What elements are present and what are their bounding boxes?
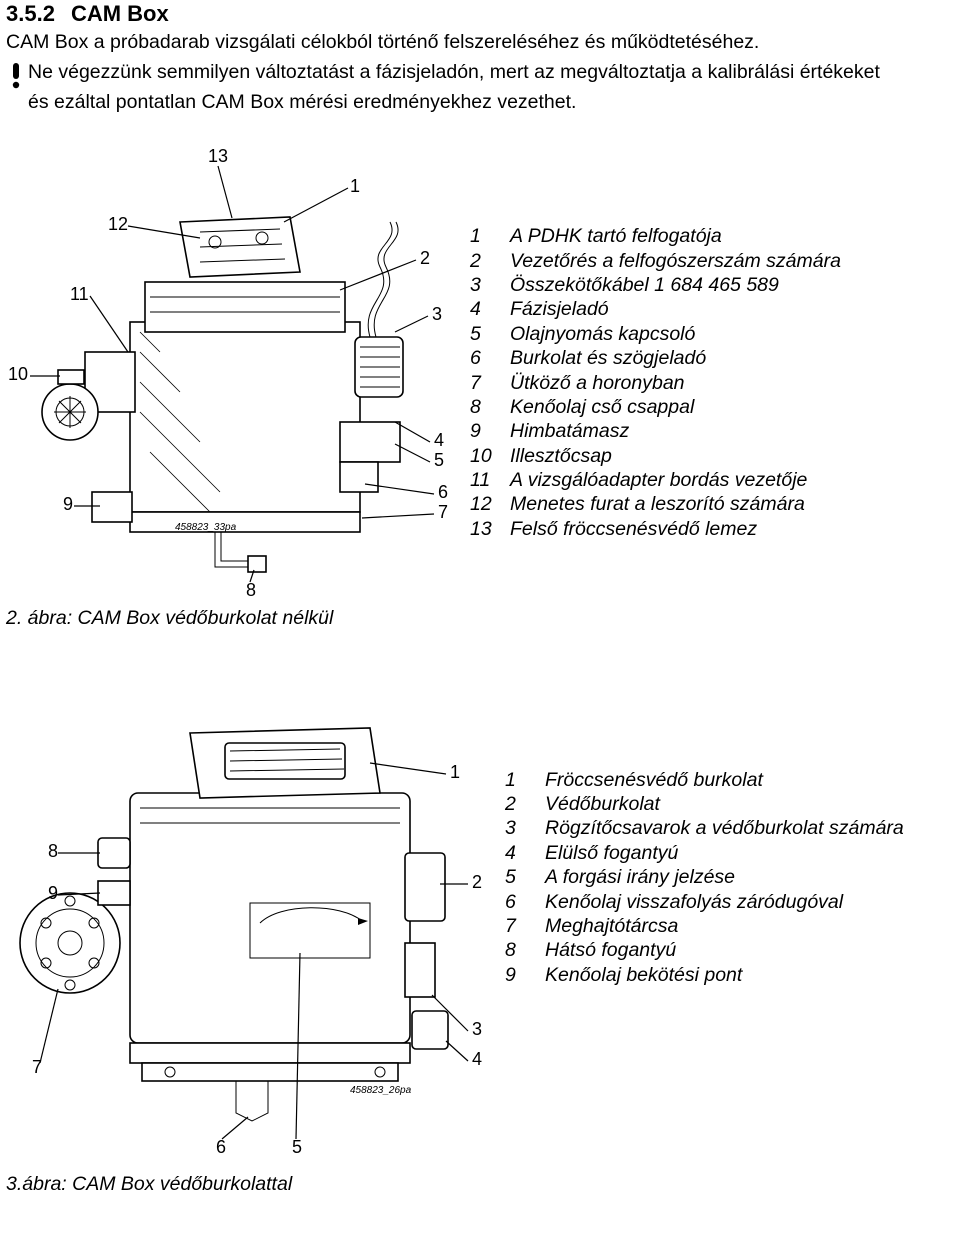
figure-3-drawing: 458823_26pa 1 2 3 4 5 6 7 8 bbox=[0, 643, 505, 1168]
svg-text:3: 3 bbox=[472, 1019, 482, 1039]
section-number: 3.5.2 bbox=[6, 0, 55, 28]
figure-2-drawing: 458823_33pa 13 1 12 2 11 3 10 4 bbox=[0, 122, 470, 602]
figure-3-legend: 1Fröccsenésvédő burkolat 2Védőburkolat 3… bbox=[505, 768, 904, 987]
legend-num: 1 bbox=[505, 768, 545, 792]
legend-text: A PDHK tartó felfogatója bbox=[510, 224, 722, 248]
document-page: 3.5.2 CAM Box CAM Box a próbadarab vizsg… bbox=[0, 0, 960, 1216]
svg-text:7: 7 bbox=[438, 502, 448, 522]
svg-text:9: 9 bbox=[63, 494, 73, 514]
svg-text:458823_33pa: 458823_33pa bbox=[175, 522, 237, 533]
figure-2-caption: 2. ábra: CAM Box védőburkolat nélkül bbox=[0, 602, 960, 630]
svg-text:13: 13 bbox=[208, 146, 228, 166]
svg-text:1: 1 bbox=[350, 176, 360, 196]
svg-text:458823_26pa: 458823_26pa bbox=[350, 1085, 412, 1096]
intro-text: CAM Box a próbadarab vizsgálati célokból… bbox=[0, 30, 960, 58]
svg-text:9: 9 bbox=[48, 883, 58, 903]
svg-text:8: 8 bbox=[48, 841, 58, 861]
svg-text:3: 3 bbox=[432, 304, 442, 324]
legend-num: 1 bbox=[470, 224, 510, 248]
svg-text:5: 5 bbox=[292, 1137, 302, 1157]
svg-text:12: 12 bbox=[108, 214, 128, 234]
svg-text:10: 10 bbox=[8, 364, 28, 384]
section-heading: 3.5.2 CAM Box bbox=[0, 0, 960, 30]
svg-text:4: 4 bbox=[472, 1049, 482, 1069]
figure-2-block: 458823_33pa 13 1 12 2 11 3 10 4 bbox=[0, 114, 960, 630]
warning-icon bbox=[8, 62, 28, 90]
legend-text: Fröccsenésvédő burkolat bbox=[545, 768, 763, 792]
warning-line-2: és ezáltal pontatlan CAM Box mérési ered… bbox=[0, 90, 960, 114]
svg-text:1: 1 bbox=[450, 762, 460, 782]
figure-3-block: 458823_26pa 1 2 3 4 5 6 7 8 bbox=[0, 643, 960, 1196]
svg-text:11: 11 bbox=[70, 284, 89, 304]
svg-text:4: 4 bbox=[434, 430, 444, 450]
section-title: CAM Box bbox=[71, 0, 169, 28]
svg-text:5: 5 bbox=[434, 450, 444, 470]
figure-3-caption: 3.ábra: CAM Box védőburkolattal bbox=[0, 1168, 960, 1196]
figure-2-legend: 1A PDHK tartó felfogatója 2Vezetőrés a f… bbox=[470, 224, 841, 541]
svg-text:6: 6 bbox=[216, 1137, 226, 1157]
warning-line-1: Ne végezzünk semmilyen változtatást a fá… bbox=[28, 60, 880, 84]
svg-text:6: 6 bbox=[438, 482, 448, 502]
warning-block: Ne végezzünk semmilyen változtatást a fá… bbox=[0, 58, 960, 90]
svg-text:2: 2 bbox=[472, 872, 482, 892]
svg-text:8: 8 bbox=[246, 580, 256, 600]
svg-text:2: 2 bbox=[420, 248, 430, 268]
